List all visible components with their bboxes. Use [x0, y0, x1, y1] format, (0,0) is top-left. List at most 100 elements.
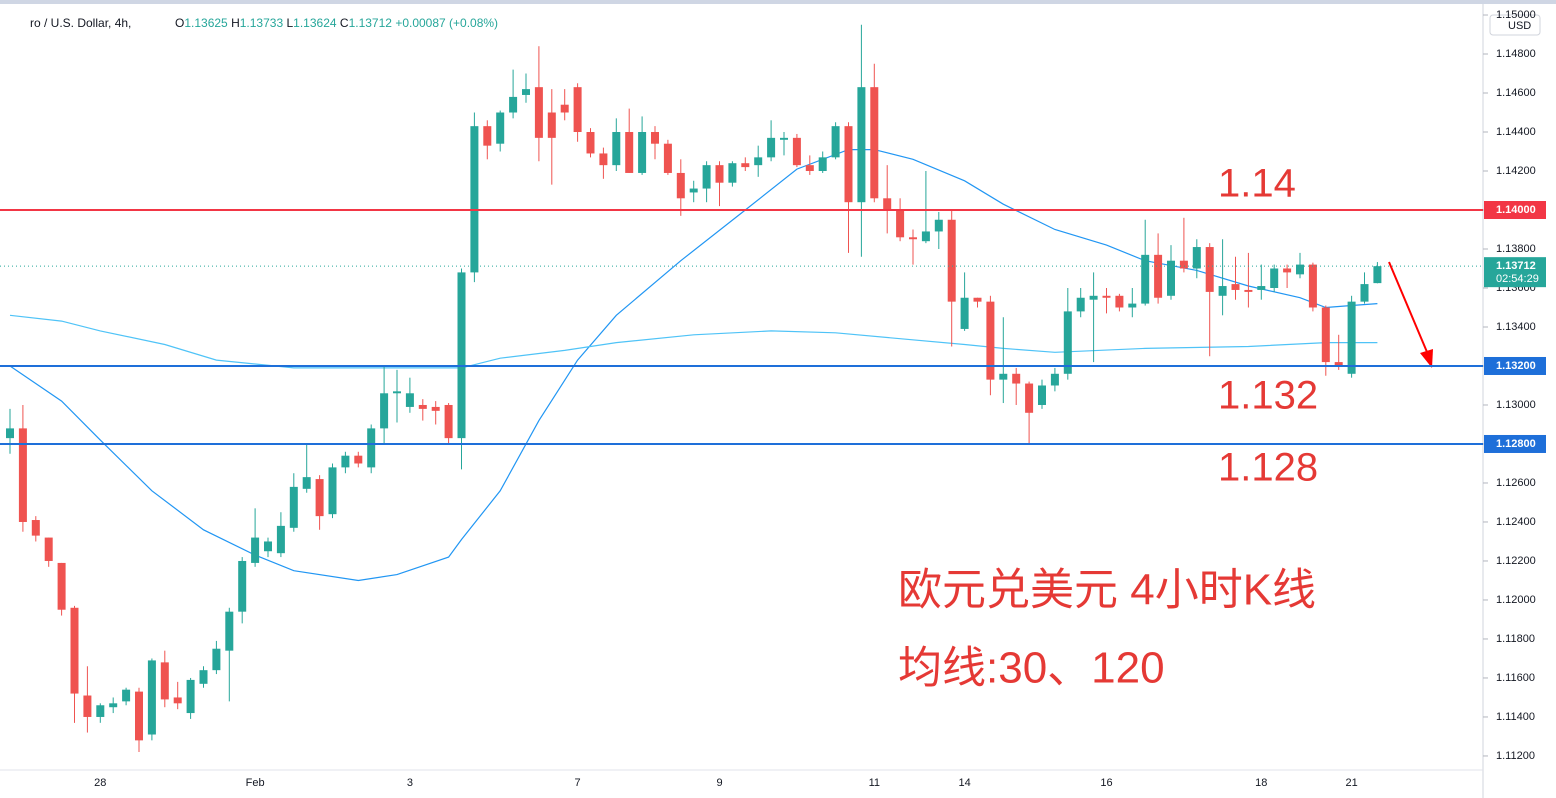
candle-body: [947, 219, 956, 302]
y-tick-label: 1.13800: [1496, 243, 1536, 255]
candle-body: [702, 165, 711, 189]
candle-body: [1063, 311, 1072, 374]
level-label: 1.12800: [1496, 438, 1536, 450]
candle-body: [1102, 295, 1111, 298]
annotation: 均线:30、120: [898, 644, 1165, 693]
candle-body: [612, 132, 621, 166]
candle-body: [625, 132, 634, 173]
level-label: 1.14000: [1496, 204, 1536, 216]
candle-body: [741, 163, 750, 168]
level-badge: [1484, 356, 1546, 375]
candle-body: [83, 695, 92, 717]
candle-body: [1347, 301, 1356, 374]
change: +0.00087 (+0.08%): [395, 16, 498, 30]
candle-body: [289, 486, 298, 528]
candle-body: [328, 467, 337, 515]
candle-body: [160, 662, 169, 700]
candle-body: [560, 104, 569, 113]
candle-body: [470, 126, 479, 273]
candle-body: [122, 689, 131, 702]
x-tick-label: 7: [575, 777, 581, 789]
candle-body: [586, 132, 595, 154]
candle-body: [638, 132, 647, 173]
ohlc-legend: O1.13625 H1.13733 L1.13624 C1.13712 +0.0…: [175, 16, 498, 30]
candle-body: [483, 126, 492, 146]
candle-body: [1218, 286, 1227, 296]
candle-body: [999, 373, 1008, 380]
x-tick-label: 21: [1345, 777, 1357, 789]
x-tick-label: 14: [958, 777, 970, 789]
candle-body: [393, 391, 401, 394]
candle-body: [44, 537, 53, 561]
x-tick-label: 11: [869, 777, 880, 789]
candle-body: [444, 404, 453, 439]
arrow-head: [1420, 349, 1433, 368]
ohlc-value: 1.13625: [184, 16, 228, 30]
candle-body: [715, 165, 724, 183]
candle-body: [792, 137, 801, 166]
ohlc-key: O: [175, 16, 184, 30]
x-tick-label: 28: [94, 777, 106, 789]
currency-box[interactable]: [1489, 14, 1541, 36]
candle-body: [547, 112, 556, 138]
candle-body: [1154, 254, 1163, 298]
plot-area: [6, 24, 1382, 753]
candle-body: [147, 660, 156, 735]
candle-body: [909, 237, 917, 240]
candle-body: [1321, 307, 1330, 363]
top-border: [0, 0, 1556, 4]
annotation: 1.132: [1218, 374, 1318, 418]
candle-body: [1296, 264, 1304, 275]
level-badge: [1484, 201, 1546, 219]
candle-body: [212, 648, 221, 671]
candle-body: [831, 126, 840, 158]
candle-body: [870, 87, 879, 199]
level-label: 1.13200: [1496, 360, 1536, 372]
candle-body: [186, 679, 195, 714]
candle-body: [534, 87, 543, 138]
annotation: 欧元兑美元 4小时K线: [898, 566, 1316, 615]
x-tick-label: 3: [407, 777, 413, 789]
candle-body: [251, 537, 260, 563]
candle-body: [173, 697, 182, 704]
symbol-title: ro / U.S. Dollar, 4h,: [30, 16, 131, 30]
ohlc-value: 1.13624: [293, 16, 337, 30]
candle-body: [1141, 254, 1150, 304]
candle-body: [1283, 268, 1292, 273]
candle-body: [1192, 247, 1201, 269]
candle-body: [1076, 297, 1085, 312]
candle-body: [18, 428, 27, 522]
arrow: [1388, 261, 1428, 353]
y-tick-label: 1.13400: [1496, 321, 1536, 333]
candle-body: [857, 87, 866, 203]
last-price-badge: [1484, 257, 1546, 288]
x-tick-label: Feb: [246, 777, 265, 789]
y-tick-label: 1.12200: [1496, 555, 1536, 567]
candle-body: [1373, 266, 1382, 284]
y-tick-label: 1.14600: [1496, 87, 1536, 99]
candle-body: [1231, 284, 1240, 290]
candle-body: [844, 126, 853, 203]
candle-body: [1270, 268, 1279, 288]
candle-body: [238, 560, 247, 612]
candle-body: [109, 703, 118, 708]
candle-body: [496, 112, 505, 144]
candle-body: [199, 670, 208, 684]
candle-body: [728, 163, 737, 183]
candle-body: [573, 87, 582, 133]
x-tick-label: 18: [1255, 777, 1267, 789]
candle-body: [1360, 284, 1369, 302]
y-tick-label: 1.11600: [1496, 672, 1535, 684]
candle-body: [754, 157, 763, 166]
candle-body: [883, 198, 892, 210]
y-tick-label: 1.14800: [1496, 48, 1536, 60]
y-tick-label: 1.13000: [1496, 399, 1536, 411]
candle-body: [1244, 289, 1253, 292]
candle-body: [1128, 303, 1137, 308]
candle-body: [960, 297, 969, 329]
candle-body: [1012, 373, 1021, 384]
y-tick-label: 1.11400: [1496, 711, 1535, 723]
candle-body: [896, 210, 905, 238]
